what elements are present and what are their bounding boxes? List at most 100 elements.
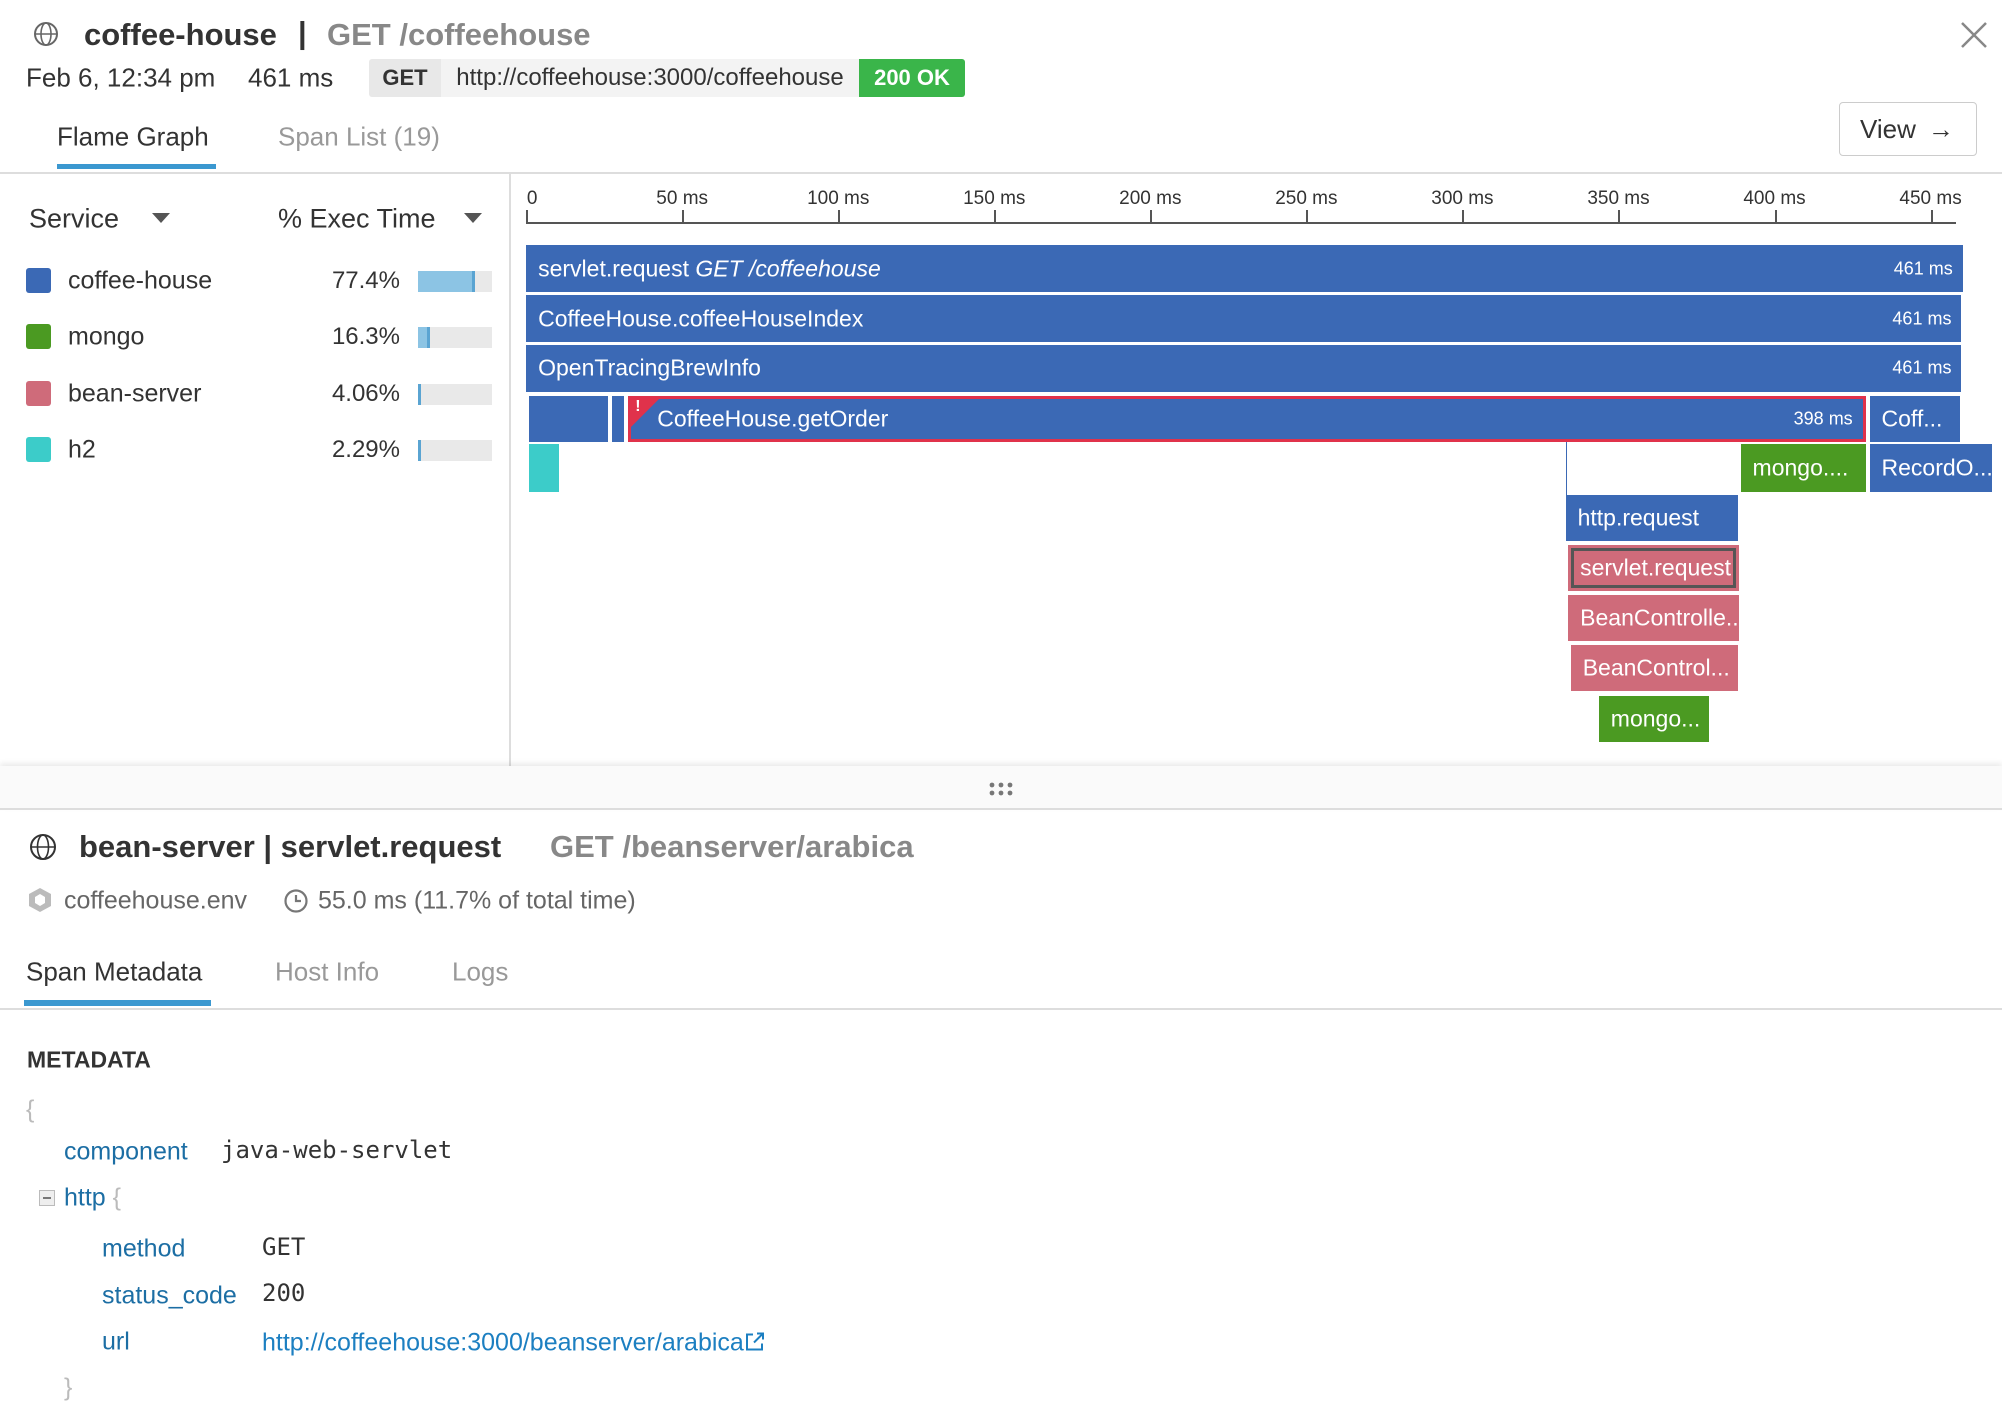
span-block bbox=[528, 444, 560, 492]
collapse-icon[interactable] bbox=[39, 1190, 55, 1206]
flame-graph: 0 50 ms 100 ms 150 ms 200 ms 250 ms 300 ms 350 … bbox=[526, 188, 1993, 742]
error-mark: ! bbox=[635, 397, 641, 415]
span-name: CoffeeHouse.getOrder bbox=[657, 405, 889, 432]
exec-pct: 16.3% bbox=[331, 323, 400, 351]
exec-pct: 2.29% bbox=[331, 435, 400, 463]
span-label: OpenTracingBrewInfo bbox=[538, 355, 761, 382]
tab-underline bbox=[24, 1000, 211, 1006]
span-label: servlet.request bbox=[1580, 555, 1731, 582]
separator: | bbox=[298, 15, 307, 50]
tab-logs[interactable]: Logs bbox=[452, 956, 509, 987]
url-text: http://coffeehouse:3000/beanserver/arabi… bbox=[262, 1328, 744, 1357]
tab-host-info[interactable]: Host Info bbox=[275, 956, 380, 987]
swatch bbox=[26, 324, 51, 350]
span-block bbox=[611, 395, 625, 442]
span-label: BeanControlle... bbox=[1580, 605, 1739, 632]
span-resource: GET /beanserver/arabica bbox=[550, 829, 914, 864]
span-bar[interactable]: mongo.... bbox=[1740, 444, 1866, 492]
meta-key: method bbox=[102, 1234, 186, 1263]
service-name: bean-server bbox=[68, 379, 202, 408]
span-bar[interactable]: RecordO... bbox=[1869, 444, 1993, 492]
pct-bar bbox=[418, 271, 476, 292]
span-duration: 461 ms bbox=[1893, 258, 1953, 279]
span-name: servlet.request bbox=[538, 255, 689, 282]
span-bar[interactable]: CoffeeHouse.getOrder 398 ms! bbox=[628, 395, 1866, 442]
url-link[interactable]: http://coffeehouse:3000/beanserver/arabi… bbox=[262, 1329, 766, 1358]
tick-label: 50 ms bbox=[656, 188, 709, 209]
brace: { bbox=[112, 1183, 122, 1212]
view-label: View bbox=[1860, 114, 1916, 144]
pct-bar bbox=[418, 439, 421, 461]
tab-span-list[interactable]: Span List (19) bbox=[278, 121, 440, 152]
tab-span-metadata[interactable]: Span Metadata bbox=[26, 956, 203, 987]
pct-bar bbox=[418, 383, 421, 405]
tick-label: 450 ms bbox=[1899, 188, 1962, 209]
span-name: OpenTracingBrewInfo bbox=[538, 354, 761, 381]
tick-label: 300 ms bbox=[1431, 188, 1494, 209]
span-label: Coff... bbox=[1882, 405, 1943, 432]
divider bbox=[0, 172, 2002, 174]
span-label: RecordO... bbox=[1882, 455, 1993, 482]
span-name: mongo.... bbox=[1752, 454, 1849, 481]
exec-time-column[interactable]: % Exec Time bbox=[278, 203, 436, 234]
exec-pct: 77.4% bbox=[331, 267, 400, 294]
swatch bbox=[26, 268, 51, 293]
view-button[interactable]: View → bbox=[1839, 102, 1977, 156]
caret bbox=[464, 213, 482, 223]
span-bar[interactable]: servlet.request GET /coffeehouse 461 ms bbox=[526, 245, 1963, 293]
span-bar[interactable]: http.request bbox=[1565, 495, 1738, 542]
span-bar[interactable]: CoffeeHouse.coffeeHouseIndex 461 ms bbox=[526, 294, 1962, 343]
divider bbox=[0, 1008, 2002, 1010]
span-bar[interactable]: servlet.request bbox=[1568, 545, 1740, 592]
duration: 461 ms bbox=[248, 62, 334, 93]
caret bbox=[152, 213, 170, 223]
arrow-icon: → bbox=[1927, 114, 1954, 144]
span-bar[interactable]: Coff... bbox=[1869, 395, 1961, 442]
drag-handle[interactable] bbox=[988, 782, 1014, 796]
span-title: bean-server | servlet.request bbox=[79, 829, 502, 864]
span-label: mongo... bbox=[1611, 705, 1701, 732]
url: http://coffeehouse:3000/coffeehouse bbox=[441, 59, 859, 97]
tick-mark bbox=[1930, 210, 1933, 223]
meta-key: url bbox=[102, 1327, 130, 1356]
globe-icon bbox=[34, 22, 58, 46]
span-bar[interactable]: BeanControlle... bbox=[1568, 595, 1740, 642]
splitter[interactable] bbox=[0, 766, 2002, 810]
span-bar[interactable]: OpenTracingBrewInfo 461 ms bbox=[526, 344, 1962, 393]
pct-track bbox=[418, 439, 492, 461]
tick-label: 200 ms bbox=[1119, 188, 1182, 209]
span-block bbox=[528, 395, 608, 442]
tab-flame-graph[interactable]: Flame Graph bbox=[57, 121, 209, 152]
close-button[interactable] bbox=[1960, 21, 1988, 49]
tick-label: 0 bbox=[526, 188, 538, 209]
brace: { bbox=[26, 1095, 35, 1124]
meta-key: http { bbox=[64, 1184, 121, 1213]
clock-icon bbox=[284, 889, 308, 913]
service-name: coffee-house bbox=[68, 266, 213, 295]
span-label: BeanControl... bbox=[1583, 654, 1730, 681]
service-column[interactable]: Service bbox=[29, 203, 120, 234]
span-connector bbox=[1565, 441, 1567, 496]
tick-mark bbox=[1150, 210, 1153, 223]
swatch bbox=[26, 380, 51, 406]
tick-label: 100 ms bbox=[807, 188, 870, 209]
span-bar[interactable]: mongo... bbox=[1598, 695, 1709, 742]
span-name: servlet.request bbox=[1580, 554, 1731, 581]
swatch bbox=[26, 436, 51, 462]
resource: GET /coffeehouse bbox=[327, 17, 591, 52]
tick-mark bbox=[994, 210, 997, 223]
service-name: coffee-house bbox=[84, 17, 277, 52]
meta-value: GET bbox=[262, 1233, 306, 1261]
span-label: CoffeeHouse.getOrder bbox=[657, 405, 888, 432]
span-name: Coff... bbox=[1881, 405, 1943, 432]
span-label: servlet.request GET /coffeehouse bbox=[538, 255, 881, 282]
env-icon bbox=[29, 888, 51, 912]
error-flag bbox=[631, 398, 660, 427]
meta-value: java-web-servlet bbox=[221, 1136, 453, 1164]
meta-key: status_code bbox=[102, 1281, 237, 1310]
http-key: http bbox=[64, 1183, 106, 1212]
span-bar[interactable]: BeanControl... bbox=[1570, 644, 1738, 691]
axis-line bbox=[526, 222, 1957, 224]
span-label: http.request bbox=[1578, 505, 1699, 532]
span-name: BeanControlle... bbox=[1580, 604, 1740, 631]
